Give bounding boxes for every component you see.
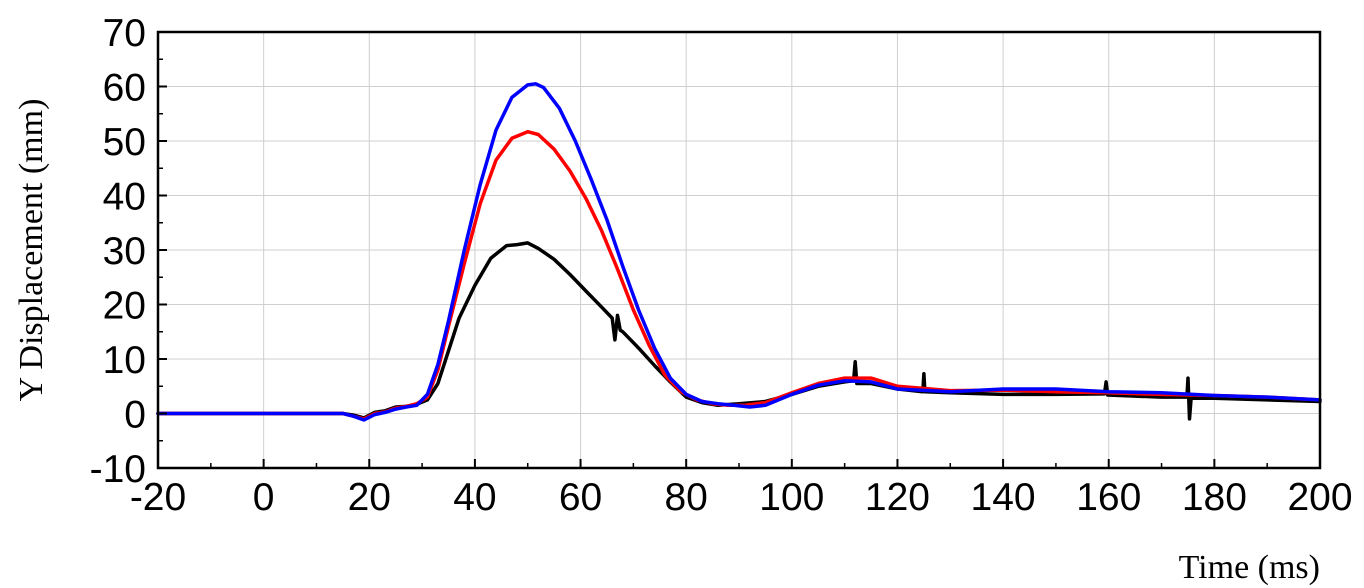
y-tick-label: 50 bbox=[103, 121, 146, 164]
x-tick-label: 180 bbox=[1182, 476, 1247, 519]
data-series bbox=[156, 82, 1322, 422]
x-tick-label: 60 bbox=[559, 476, 602, 519]
x-tick-label: 40 bbox=[453, 476, 496, 519]
axis-ticks bbox=[157, 31, 1321, 469]
x-tick-label: 0 bbox=[253, 476, 275, 519]
y-tick-label: 30 bbox=[103, 230, 146, 273]
x-tick-labels: -20 0 20 40 60 80 100 120 140 160 180 200 bbox=[130, 476, 1353, 519]
y-tick-label: 20 bbox=[103, 285, 146, 328]
x-tick-label: 160 bbox=[1076, 476, 1141, 519]
x-tick-label: 20 bbox=[348, 476, 391, 519]
x-tick-label: -20 bbox=[130, 476, 186, 519]
y-tick-labels: -10 0 10 20 30 40 50 60 70 bbox=[90, 12, 146, 491]
y-tick-label: -10 bbox=[90, 448, 146, 491]
y-tick-label: 60 bbox=[103, 67, 146, 110]
y-tick-label: 10 bbox=[103, 339, 146, 382]
y-tick-label: 70 bbox=[103, 12, 146, 55]
x-tick-label: 200 bbox=[1287, 476, 1352, 519]
series-line-2 bbox=[156, 129, 1322, 421]
x-tick-label: 80 bbox=[664, 476, 707, 519]
y-tick-label: 40 bbox=[103, 176, 146, 219]
x-axis-title: Time (ms) bbox=[1179, 549, 1320, 586]
x-tick-label: 120 bbox=[865, 476, 930, 519]
series-line-3 bbox=[156, 82, 1322, 422]
y-axis-title: Y Displacement (mm) bbox=[13, 99, 50, 402]
y-tick-label: 0 bbox=[124, 394, 146, 437]
x-tick-label: 100 bbox=[759, 476, 824, 519]
x-tick-label: 140 bbox=[971, 476, 1036, 519]
